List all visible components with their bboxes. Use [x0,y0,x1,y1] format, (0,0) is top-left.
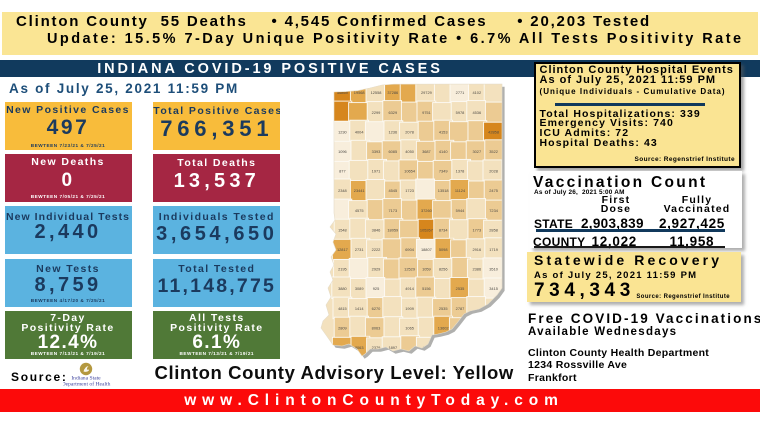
svg-text:11124: 11124 [455,188,466,193]
svg-text:4536: 4536 [472,110,481,115]
svg-text:4575: 4575 [355,208,364,213]
svg-text:10654: 10654 [404,169,416,174]
svg-text:3089: 3089 [355,286,364,291]
svg-text:12817: 12817 [337,247,348,252]
svg-text:2771: 2771 [456,90,465,95]
svg-text:4102: 4102 [472,90,481,95]
svg-text:3880: 3880 [338,286,347,291]
svg-text:4914: 4914 [405,286,414,291]
svg-text:3415: 3415 [489,286,498,291]
svg-text:18059: 18059 [387,227,398,232]
svg-text:3846: 3846 [372,227,381,232]
svg-text:7234: 7234 [489,208,498,213]
svg-text:13602: 13602 [438,325,449,330]
svg-text:105267: 105267 [420,227,433,232]
svg-text:1230: 1230 [338,129,347,134]
svg-text:12558: 12558 [371,90,382,95]
svg-text:1971: 1971 [372,169,381,174]
svg-text:925: 925 [373,286,380,291]
svg-text:1096: 1096 [338,149,347,154]
svg-text:1773: 1773 [472,227,481,232]
svg-text:3510: 3510 [489,267,498,272]
svg-text:4050: 4050 [405,149,414,154]
svg-text:1548: 1548 [338,227,347,232]
svg-text:877: 877 [339,169,346,174]
svg-text:8256: 8256 [439,267,448,272]
svg-text:2858: 2858 [489,227,498,232]
svg-text:3687: 3687 [422,149,431,154]
svg-text:12529: 12529 [404,267,415,272]
svg-text:2222: 2222 [372,247,381,252]
svg-text:19568: 19568 [354,90,365,95]
svg-text:42858: 42858 [488,129,499,134]
svg-text:4004: 4004 [355,129,364,134]
svg-text:2535: 2535 [456,286,465,291]
svg-text:2787: 2787 [456,306,465,311]
svg-text:Indiana State: Indiana State [71,376,101,382]
svg-text:4545: 4545 [388,188,397,193]
svg-text:8734: 8734 [439,227,448,232]
svg-text:2535: 2535 [439,306,448,311]
svg-text:2731: 2731 [355,247,364,252]
svg-text:7173: 7173 [388,208,397,213]
svg-text:2475: 2475 [489,188,498,193]
svg-text:8063: 8063 [372,325,381,330]
svg-text:1378: 1378 [456,169,465,174]
svg-text:1719: 1719 [489,247,498,252]
svg-text:2386: 2386 [472,267,481,272]
svg-text:4140: 4140 [439,149,448,154]
svg-text:3027: 3027 [472,149,481,154]
svg-text:13518: 13518 [438,188,449,193]
svg-text:1909: 1909 [405,306,414,311]
svg-text:6329: 6329 [388,110,397,115]
svg-text:3393: 3393 [372,149,381,154]
svg-text:2809: 2809 [338,325,347,330]
svg-text:1059: 1059 [422,267,431,272]
svg-text:9751: 9751 [422,110,431,115]
svg-text:2078: 2078 [405,129,414,134]
svg-text:18807: 18807 [421,247,432,252]
svg-text:1414: 1414 [355,306,364,311]
svg-text:5156: 5156 [422,286,431,291]
svg-text:56869: 56869 [337,90,348,95]
svg-text:3522: 3522 [489,149,498,154]
svg-text:2929: 2929 [372,267,381,272]
svg-text:1236: 1236 [388,129,397,134]
svg-text:23441: 23441 [354,188,365,193]
svg-text:29729: 29729 [421,90,432,95]
svg-text:5098: 5098 [439,247,448,252]
svg-text:2195: 2195 [338,267,347,272]
svg-text:2299: 2299 [372,110,381,115]
svg-text:6085: 6085 [388,149,397,154]
svg-text:5944: 5944 [456,208,465,213]
svg-text:Department of Health: Department of Health [63,381,111,388]
svg-text:2028: 2028 [489,169,498,174]
svg-text:5978: 5978 [456,110,465,115]
svg-text:4153: 4153 [439,129,448,134]
svg-text:37286: 37286 [387,90,398,95]
svg-text:1065: 1065 [405,325,414,330]
svg-text:2348: 2348 [338,188,347,193]
svg-text:8063: 8063 [355,345,364,350]
svg-text:7349: 7349 [439,169,448,174]
svg-text:6904: 6904 [405,247,414,252]
svg-text:1897: 1897 [388,345,397,350]
svg-text:4815: 4815 [338,306,347,311]
svg-text:37260: 37260 [421,208,433,213]
svg-text:2916: 2916 [472,247,481,252]
svg-text:6270: 6270 [372,306,381,311]
svg-text:2379: 2379 [372,345,381,350]
svg-text:1723: 1723 [405,188,414,193]
